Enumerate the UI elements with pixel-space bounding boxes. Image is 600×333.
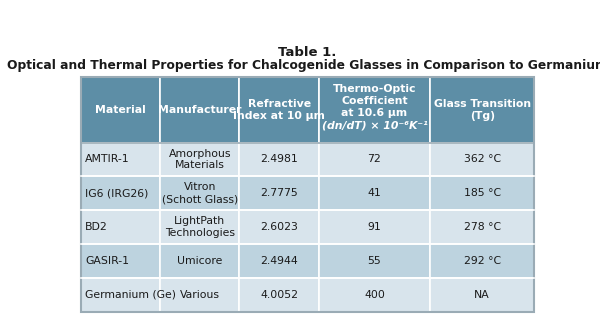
Bar xyxy=(160,244,239,278)
Text: 2.4981: 2.4981 xyxy=(260,155,298,165)
Text: Umicore: Umicore xyxy=(177,256,223,266)
Text: 55: 55 xyxy=(368,256,382,266)
Text: 4.0052: 4.0052 xyxy=(260,290,298,300)
Text: LightPath
Technologies: LightPath Technologies xyxy=(165,216,235,238)
Text: Amorphous
Materials: Amorphous Materials xyxy=(169,149,231,170)
Text: GASIR-1: GASIR-1 xyxy=(85,256,129,266)
Bar xyxy=(80,77,160,143)
Bar xyxy=(319,77,430,143)
Text: Material: Material xyxy=(95,105,146,115)
Bar xyxy=(319,278,430,312)
Text: Germanium (Ge): Germanium (Ge) xyxy=(85,290,176,300)
Text: 400: 400 xyxy=(364,290,385,300)
Bar xyxy=(239,210,319,244)
Bar xyxy=(430,176,535,210)
Text: NA: NA xyxy=(475,290,490,300)
Bar xyxy=(80,278,160,312)
Bar xyxy=(430,278,535,312)
Text: at 10.6 μm: at 10.6 μm xyxy=(341,108,407,118)
Text: 185 °C: 185 °C xyxy=(464,188,501,198)
Bar xyxy=(319,244,430,278)
Text: AMTIR-1: AMTIR-1 xyxy=(85,155,130,165)
Bar xyxy=(319,176,430,210)
Text: 292 °C: 292 °C xyxy=(464,256,501,266)
Text: Coefficient: Coefficient xyxy=(341,96,408,106)
Text: 2.7775: 2.7775 xyxy=(260,188,298,198)
Bar xyxy=(239,176,319,210)
Bar xyxy=(160,210,239,244)
Text: Thermo-Optic: Thermo-Optic xyxy=(332,84,416,94)
Text: BD2: BD2 xyxy=(85,222,108,232)
Bar xyxy=(239,143,319,176)
Bar xyxy=(80,210,160,244)
Text: Various: Various xyxy=(180,290,220,300)
Bar xyxy=(430,143,535,176)
Bar xyxy=(430,77,535,143)
Text: 278 °C: 278 °C xyxy=(464,222,501,232)
Bar xyxy=(160,176,239,210)
Bar xyxy=(319,143,430,176)
Text: 2.4944: 2.4944 xyxy=(260,256,298,266)
Text: 2.6023: 2.6023 xyxy=(260,222,298,232)
Bar xyxy=(239,278,319,312)
Text: (dn/dT) × 10⁻⁶K⁻¹: (dn/dT) × 10⁻⁶K⁻¹ xyxy=(322,121,427,131)
Bar xyxy=(239,244,319,278)
Text: 72: 72 xyxy=(368,155,382,165)
Text: Manufacturer: Manufacturer xyxy=(158,105,241,115)
Text: Refractive
Index at 10 μm: Refractive Index at 10 μm xyxy=(233,99,325,121)
Text: Table 1.: Table 1. xyxy=(278,46,337,59)
Text: Optical and Thermal Properties for Chalcogenide Glasses in Comparison to Germani: Optical and Thermal Properties for Chalc… xyxy=(7,59,600,72)
Bar xyxy=(239,77,319,143)
Bar xyxy=(160,278,239,312)
Bar xyxy=(160,143,239,176)
Text: IG6 (IRG26): IG6 (IRG26) xyxy=(85,188,149,198)
Bar xyxy=(80,143,160,176)
Text: Glass Transition
(Tg): Glass Transition (Tg) xyxy=(434,99,531,121)
Text: 362 °C: 362 °C xyxy=(464,155,501,165)
Bar xyxy=(80,244,160,278)
Bar xyxy=(160,77,239,143)
Text: 41: 41 xyxy=(368,188,382,198)
Bar xyxy=(319,210,430,244)
Bar xyxy=(430,244,535,278)
Bar xyxy=(80,176,160,210)
Text: 91: 91 xyxy=(368,222,382,232)
Text: Vitron
(Schott Glass): Vitron (Schott Glass) xyxy=(161,182,238,204)
Bar xyxy=(430,210,535,244)
